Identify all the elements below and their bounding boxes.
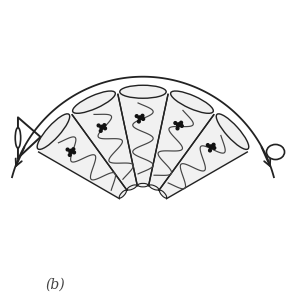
Circle shape xyxy=(68,154,71,156)
Circle shape xyxy=(142,118,145,120)
Circle shape xyxy=(97,124,100,127)
Polygon shape xyxy=(18,117,40,158)
Ellipse shape xyxy=(171,91,213,113)
Circle shape xyxy=(104,127,106,130)
Circle shape xyxy=(209,149,211,152)
Circle shape xyxy=(138,116,142,120)
Circle shape xyxy=(177,123,181,127)
Circle shape xyxy=(174,122,177,124)
Polygon shape xyxy=(149,94,214,190)
Polygon shape xyxy=(118,94,168,186)
Polygon shape xyxy=(159,115,247,199)
Ellipse shape xyxy=(127,185,136,190)
Ellipse shape xyxy=(160,190,167,198)
Polygon shape xyxy=(72,94,137,190)
Circle shape xyxy=(176,127,179,130)
Circle shape xyxy=(73,151,75,154)
Circle shape xyxy=(209,145,213,149)
Circle shape xyxy=(135,115,138,117)
Polygon shape xyxy=(39,115,127,199)
Circle shape xyxy=(100,125,104,129)
Ellipse shape xyxy=(216,114,249,149)
Circle shape xyxy=(213,147,216,149)
Text: (b): (b) xyxy=(46,278,65,292)
Ellipse shape xyxy=(37,114,70,149)
Circle shape xyxy=(181,125,183,127)
Ellipse shape xyxy=(267,144,285,160)
Circle shape xyxy=(99,130,102,132)
Circle shape xyxy=(212,143,215,146)
Ellipse shape xyxy=(120,85,166,98)
Circle shape xyxy=(206,144,209,147)
Circle shape xyxy=(141,114,144,117)
Circle shape xyxy=(180,121,182,124)
Ellipse shape xyxy=(73,91,115,113)
Ellipse shape xyxy=(138,183,148,187)
Circle shape xyxy=(69,149,73,153)
Ellipse shape xyxy=(119,190,126,198)
Circle shape xyxy=(72,148,75,150)
Circle shape xyxy=(66,148,69,151)
Ellipse shape xyxy=(15,128,21,148)
Ellipse shape xyxy=(149,185,159,190)
Circle shape xyxy=(103,124,106,126)
Circle shape xyxy=(137,120,140,123)
